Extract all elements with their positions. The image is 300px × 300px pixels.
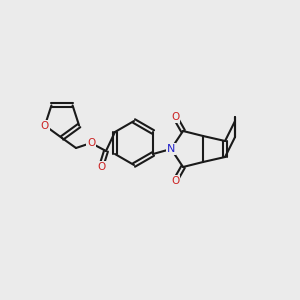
Text: O: O <box>87 138 95 148</box>
Text: O: O <box>41 121 49 130</box>
Text: O: O <box>171 176 179 186</box>
Text: O: O <box>97 162 105 172</box>
Text: N: N <box>167 144 175 154</box>
Text: O: O <box>171 112 179 122</box>
